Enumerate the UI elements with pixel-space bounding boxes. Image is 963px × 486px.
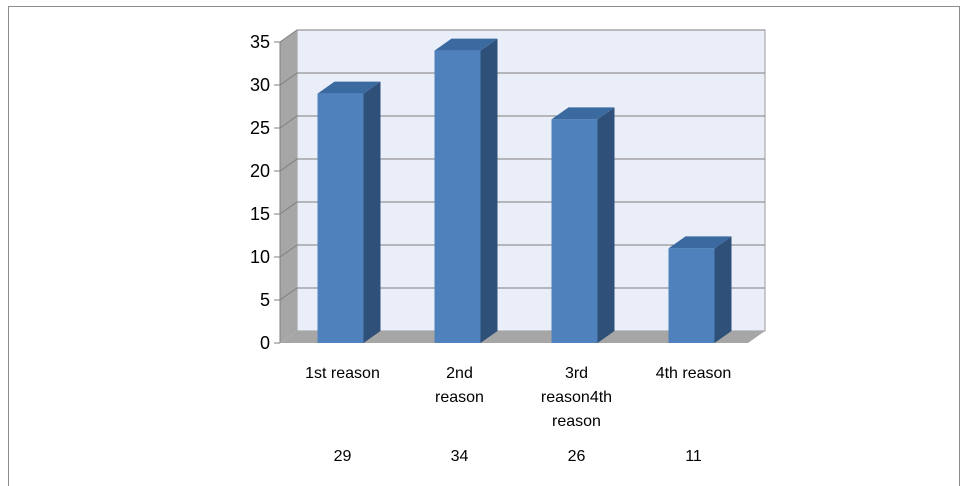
x-tick-label: 1st reason xyxy=(305,365,380,382)
bar-front xyxy=(668,248,715,343)
data-value-label: 34 xyxy=(451,448,469,465)
x-tick-label: reason4th xyxy=(541,389,612,406)
bar xyxy=(317,81,381,343)
bar-front xyxy=(434,50,481,343)
data-table-values: 29 34 26 11 xyxy=(334,448,702,465)
bar-side xyxy=(597,107,615,344)
x-tick-label: 4th reason xyxy=(656,365,732,382)
bars xyxy=(317,38,732,344)
y-tick-label: 35 xyxy=(250,32,270,52)
data-value-label: 29 xyxy=(334,448,352,465)
bar-side xyxy=(480,38,498,343)
y-tick-label: 30 xyxy=(250,75,270,95)
y-tick-label: 20 xyxy=(250,161,270,181)
side-wall xyxy=(280,30,297,343)
y-tick-label: 0 xyxy=(260,333,270,353)
bar-front xyxy=(317,93,364,343)
bar-side xyxy=(714,236,732,343)
bar-front xyxy=(551,119,598,344)
bar-top xyxy=(551,107,615,120)
bar-top xyxy=(668,236,732,249)
bar-top xyxy=(434,38,498,51)
y-tick-label: 10 xyxy=(250,247,270,267)
x-tick-label: 2nd xyxy=(446,365,473,382)
bar xyxy=(668,236,732,343)
x-axis: 1st reason 2nd reason 3rd reason4th reason 4th… xyxy=(305,365,731,430)
bar-side xyxy=(363,81,381,343)
x-tick-label: reason xyxy=(552,413,601,430)
y-tick-label: 25 xyxy=(250,118,270,138)
y-axis: 0 5 10 15 20 25 30 35 xyxy=(250,32,281,353)
data-value-label: 11 xyxy=(685,448,702,465)
data-value-label: 26 xyxy=(568,448,586,465)
bar-top xyxy=(317,81,381,94)
bar xyxy=(434,38,498,343)
bar xyxy=(551,107,615,344)
gridline xyxy=(279,29,765,43)
floor xyxy=(280,331,765,343)
chart-frame xyxy=(8,6,960,486)
x-tick-label: 3rd xyxy=(565,365,588,382)
y-tick-label: 15 xyxy=(250,204,270,224)
y-tick-label: 5 xyxy=(260,290,270,310)
gridline xyxy=(279,72,765,86)
x-tick-label: reason xyxy=(435,389,484,406)
